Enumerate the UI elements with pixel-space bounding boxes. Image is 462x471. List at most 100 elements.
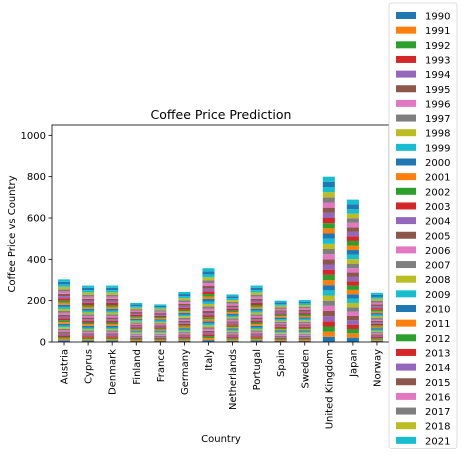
bar-segment-2005-italy: [202, 310, 215, 314]
legend-swatch-2021: [396, 436, 416, 444]
bar-segment-2015-spain: [274, 310, 287, 312]
bar-segment-1992-austria: [58, 337, 71, 339]
bar-segment-2018-austria: [58, 286, 71, 290]
bar-segment-2000-finland: [130, 330, 143, 332]
bar-segment-1994-spain: [274, 336, 287, 338]
bar-segment-2008-portugal: [250, 312, 263, 315]
bar-segment-2010-austria: [58, 304, 71, 307]
bar-segment-1997-norway: [370, 332, 383, 334]
bar-segment-2015-netherlands: [226, 305, 239, 308]
bar-segment-2005-portugal: [250, 317, 263, 320]
bar-segment-1995-netherlands: [226, 334, 239, 336]
legend-label-2016: 2016: [425, 392, 450, 403]
bar-segment-2018-spain: [274, 305, 287, 308]
bar-segment-1998-norway: [370, 330, 383, 333]
bar-segment-1999-finland: [130, 331, 143, 333]
legend-label-2012: 2012: [425, 334, 450, 345]
x-axis-label: Country: [201, 434, 241, 445]
bar-segment-1993-austria: [58, 335, 71, 338]
bar-segment-2000-cyprus: [82, 325, 95, 328]
bar-segment-2000-germany: [178, 328, 191, 330]
bar-segment-2012-spain: [274, 314, 287, 317]
bar-segment-2008-germany: [178, 316, 191, 318]
bar-segment-2006-spain: [274, 322, 287, 325]
legend-label-2004: 2004: [425, 217, 450, 228]
bar-segment-2000-spain: [274, 330, 287, 332]
bar-segment-2012-france: [154, 316, 167, 319]
bar-segment-2008-austria: [58, 308, 71, 311]
bar-segment-2012-denmark: [106, 305, 119, 307]
bar-segment-1992-germany: [178, 338, 191, 340]
bar-segment-2016-italy: [202, 283, 215, 286]
bar-segment-1997-france: [154, 333, 167, 335]
bar-segment-2007-norway: [370, 318, 383, 320]
x-tick-label: Japan: [348, 349, 359, 378]
legend-swatch-2017: [396, 407, 416, 415]
legend-swatch-1994: [396, 70, 416, 78]
x-tick-label: Norway: [372, 349, 383, 387]
bar-segment-1993-netherlands: [226, 337, 239, 339]
bar-segment-2019-austria: [58, 284, 71, 287]
bar-segment-1992-finland: [130, 338, 143, 340]
bar-segment-2018-netherlands: [226, 300, 239, 302]
bar-segment-1996-spain: [274, 334, 287, 336]
bar-segment-1993-united-kingdom: [322, 321, 335, 327]
bar-segment-2003-portugal: [250, 320, 263, 323]
bar-segment-2021-netherlands: [226, 294, 239, 297]
bar-segment-1995-sweden: [298, 335, 311, 337]
bar-segment-2000-norway: [370, 328, 383, 330]
bar-segment-2001-netherlands: [226, 327, 239, 329]
bar-segment-2011-germany: [178, 311, 191, 313]
bar-segment-1994-germany: [178, 335, 191, 338]
bar-segment-1997-netherlands: [226, 332, 239, 334]
bar-segment-1999-japan: [346, 298, 359, 303]
bar-segment-2005-norway: [370, 320, 383, 323]
bar-segment-2011-netherlands: [226, 312, 239, 314]
bar-segment-2013-denmark: [106, 302, 119, 306]
bar-segment-2003-spain: [274, 326, 287, 328]
bar-segment-2004-sweden: [298, 325, 311, 327]
bar-segment-2009-japan: [346, 254, 359, 260]
bar-segment-1991-denmark: [106, 339, 119, 341]
bar-segment-2014-germany: [178, 305, 191, 308]
bar-segment-2011-sweden: [298, 315, 311, 318]
bar-segment-1999-sweden: [298, 331, 311, 333]
bar-segment-2008-united-kingdom: [322, 243, 335, 249]
bar-segment-2021-finland: [130, 302, 143, 305]
bar-segment-1995-japan: [346, 315, 359, 321]
bar-segment-2004-cyprus: [82, 319, 95, 321]
bar-segment-1990-norway: [370, 340, 383, 342]
bar-segment-1991-netherlands: [226, 339, 239, 341]
bar-segment-2013-france: [154, 315, 167, 317]
bar-segment-2002-japan: [346, 285, 359, 290]
bar-segment-2015-portugal: [250, 298, 263, 301]
bar-segment-1993-portugal: [250, 336, 263, 338]
bar-segment-2014-cyprus: [82, 300, 95, 303]
bar-segment-2006-denmark: [106, 315, 119, 318]
bar-segment-2006-united-kingdom: [322, 254, 335, 260]
bar-segment-2015-cyprus: [82, 298, 95, 301]
bar-segment-1993-spain: [274, 337, 287, 339]
bar-segment-2004-finland: [130, 326, 143, 328]
bar-segment-1991-sweden: [298, 339, 311, 341]
bar-segment-2003-cyprus: [82, 320, 95, 323]
bar-segment-2020-norway: [370, 294, 383, 297]
bar-segment-2000-sweden: [298, 330, 311, 332]
bar-segment-1996-italy: [202, 328, 215, 331]
bar-segment-2002-portugal: [250, 322, 263, 325]
bar-segment-2000-france: [154, 330, 167, 332]
bar-segment-2000-japan: [346, 294, 359, 299]
bar-segment-1990-sweden: [298, 340, 311, 342]
bar-segment-1991-france: [154, 339, 167, 341]
bar-segment-1996-france: [154, 334, 167, 336]
bar-segment-2014-sweden: [298, 311, 311, 314]
bar-segment-2020-cyprus: [82, 287, 95, 291]
bar-segment-2020-portugal: [250, 287, 263, 291]
legend-label-1997: 1997: [425, 114, 450, 125]
bar-segment-2007-denmark: [106, 314, 119, 316]
bar-segment-2012-germany: [178, 309, 191, 312]
bar-segment-1998-united-kingdom: [322, 295, 335, 301]
bar-segment-1998-spain: [274, 332, 287, 334]
legend-swatch-2018: [396, 422, 416, 430]
bar-segment-1990-denmark: [106, 340, 119, 342]
